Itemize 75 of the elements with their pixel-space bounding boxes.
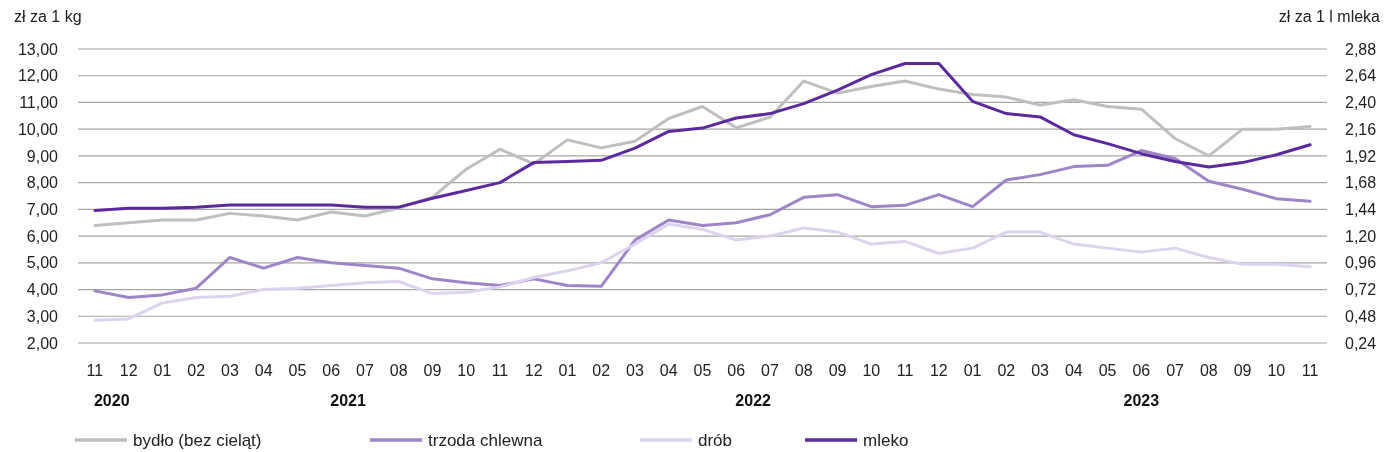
line-series bbox=[93, 79, 1312, 227]
y2-tick-label: 2,64 bbox=[1345, 67, 1377, 85]
x-tick-label: 06 bbox=[322, 362, 341, 379]
y-tick-label: 13,00 bbox=[17, 40, 59, 58]
x-tick-label: 12 bbox=[524, 362, 543, 379]
x-tick-label: 09 bbox=[828, 362, 847, 379]
y2-axis-title: zł za 1 l mleka bbox=[1278, 8, 1381, 25]
y2-tick-label: 0,24 bbox=[1345, 334, 1377, 352]
x-tick-label: 04 bbox=[1064, 362, 1083, 379]
x-tick-label: 08 bbox=[1199, 362, 1218, 379]
text: 2021 bbox=[330, 392, 366, 409]
x-tick-label: 02 bbox=[187, 362, 206, 379]
y-tick-label: 9,00 bbox=[26, 147, 59, 165]
x-tick-label: 04 bbox=[254, 362, 273, 379]
x-tick-label: 07 bbox=[761, 362, 780, 379]
x-tick-label: 11 bbox=[86, 362, 104, 379]
y-tick-label: 12,00 bbox=[17, 67, 59, 85]
x-tick-label: 12 bbox=[119, 362, 138, 379]
x-tick-label: 11 bbox=[1301, 362, 1319, 379]
x-tick-label: 07 bbox=[1166, 362, 1185, 379]
y-tick-label: 8,00 bbox=[26, 174, 59, 192]
y-tick-label: 4,00 bbox=[26, 281, 59, 299]
text: 2023 bbox=[1123, 392, 1160, 409]
y2-tick-label: 2,40 bbox=[1345, 94, 1377, 112]
x-tick-label: 03 bbox=[221, 362, 239, 379]
x-tick-label: 09 bbox=[423, 362, 442, 379]
legend-label: trzoda chlewna bbox=[428, 431, 543, 450]
y2-tick-label: 1,92 bbox=[1345, 147, 1377, 165]
line-series bbox=[93, 222, 1312, 322]
x-tick-label: 12 bbox=[929, 362, 948, 379]
x-tick-label: 07 bbox=[356, 362, 374, 379]
x-tick-label: 08 bbox=[794, 362, 813, 379]
x-tick-label: 11 bbox=[491, 362, 509, 379]
y-tick-label: 11,00 bbox=[19, 94, 59, 112]
x-tick-label: 10 bbox=[862, 362, 881, 379]
text: 2022 bbox=[735, 392, 772, 409]
x-tick-label: 03 bbox=[626, 362, 644, 379]
legend-label: drób bbox=[698, 431, 733, 450]
x-tick-label: 10 bbox=[1267, 362, 1286, 379]
y-tick-label: 7,00 bbox=[26, 200, 59, 218]
x-tick-label: 02 bbox=[997, 362, 1016, 379]
y2-tick-label: 2,16 bbox=[1345, 120, 1377, 138]
text: 2020 bbox=[93, 392, 130, 409]
x-tick-label: 02 bbox=[592, 362, 611, 379]
y2-tick-label: 1,44 bbox=[1345, 200, 1377, 218]
x-tick-label: 09 bbox=[1233, 362, 1252, 379]
x-tick-label: 05 bbox=[1098, 362, 1117, 379]
line-series bbox=[93, 149, 1312, 300]
y2-tick-label: 0,72 bbox=[1345, 281, 1377, 299]
x-tick-label: 04 bbox=[659, 362, 678, 379]
x-tick-label: 05 bbox=[693, 362, 712, 379]
y-tick-label: 2,00 bbox=[26, 334, 59, 352]
y2-tick-label: 0,96 bbox=[1345, 254, 1377, 272]
x-tick-label: 03 bbox=[1031, 362, 1050, 379]
legend-label: bydło (bez cieląt) bbox=[133, 431, 262, 450]
y2-tick-label: 1,68 bbox=[1345, 174, 1377, 192]
y-tick-label: 5,00 bbox=[26, 254, 59, 272]
legend-label: mleko bbox=[863, 431, 909, 450]
y2-tick-label: 1,20 bbox=[1345, 227, 1377, 245]
x-tick-label: 06 bbox=[727, 362, 746, 379]
x-tick-label: 05 bbox=[288, 362, 307, 379]
x-tick-label: 01 bbox=[153, 362, 172, 379]
x-tick-label: 08 bbox=[389, 362, 408, 379]
y-axis-title: zł za 1 kg bbox=[14, 8, 82, 25]
x-tick-label: 01 bbox=[963, 362, 982, 379]
y-tick-label: 10,00 bbox=[17, 120, 59, 138]
y-tick-label: 6,00 bbox=[26, 227, 59, 245]
y-tick-label: 3,00 bbox=[26, 307, 59, 325]
y2-tick-label: 2,88 bbox=[1345, 40, 1377, 58]
x-tick-label: 01 bbox=[558, 362, 577, 379]
y2-tick-label: 0,48 bbox=[1345, 307, 1377, 325]
x-tick-label: 11 bbox=[896, 362, 914, 379]
x-tick-label: 10 bbox=[457, 362, 476, 379]
line-series bbox=[93, 61, 1312, 212]
x-tick-label: 06 bbox=[1132, 362, 1151, 379]
